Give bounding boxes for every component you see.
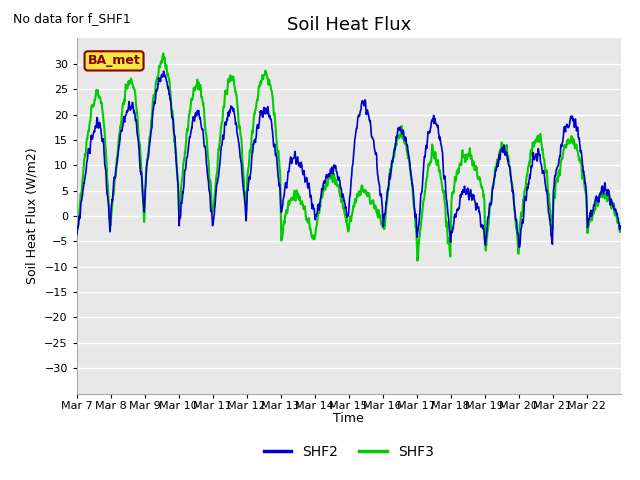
SHF3 bbox=[324, 173, 332, 179]
Line: SHF2: SHF2 bbox=[77, 71, 621, 247]
SHF3 bbox=[557, 157, 565, 163]
SHF3 bbox=[413, 258, 421, 264]
Text: No data for f_SHF1: No data for f_SHF1 bbox=[13, 12, 131, 25]
SHF2 bbox=[557, 142, 565, 147]
SHF2 bbox=[73, 232, 81, 238]
Y-axis label: Soil Heat Flux (W/m2): Soil Heat Flux (W/m2) bbox=[26, 148, 38, 284]
SHF3 bbox=[477, 184, 485, 190]
SHF2 bbox=[611, 207, 618, 213]
SHF2 bbox=[324, 173, 332, 179]
X-axis label: Time: Time bbox=[333, 412, 364, 425]
Title: Soil Heat Flux: Soil Heat Flux bbox=[287, 16, 411, 34]
SHF3 bbox=[611, 211, 618, 216]
SHF3 bbox=[159, 50, 167, 56]
SHF2 bbox=[335, 178, 342, 183]
SHF2 bbox=[160, 68, 168, 74]
SHF2 bbox=[516, 244, 524, 250]
SHF2 bbox=[158, 72, 166, 77]
SHF3 bbox=[335, 183, 342, 189]
Line: SHF3: SHF3 bbox=[77, 53, 621, 261]
SHF3 bbox=[73, 228, 81, 234]
SHF3 bbox=[158, 58, 166, 63]
SHF2 bbox=[477, 223, 485, 228]
Text: BA_met: BA_met bbox=[88, 54, 140, 67]
SHF2 bbox=[617, 223, 625, 229]
Legend: SHF2, SHF3: SHF2, SHF3 bbox=[258, 440, 440, 465]
SHF3 bbox=[617, 228, 625, 234]
